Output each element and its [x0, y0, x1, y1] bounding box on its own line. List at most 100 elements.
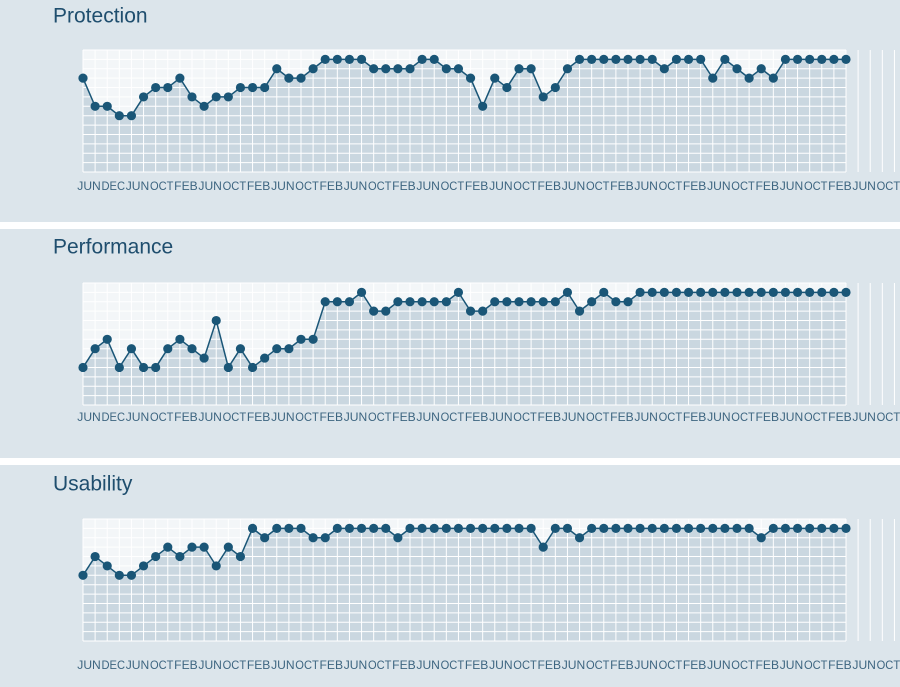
point: [332, 297, 342, 307]
x-tick-label: JUN: [634, 658, 658, 672]
point: [696, 287, 706, 297]
point: [308, 334, 318, 344]
x-tick-label: FEB: [392, 179, 416, 193]
x-tick-label: JUN: [416, 658, 440, 672]
point: [235, 344, 246, 354]
x-tick-label: FEB: [174, 410, 198, 424]
point: [247, 362, 258, 373]
point: [599, 287, 609, 297]
x-tick-label: JUN: [77, 410, 101, 424]
point: [320, 533, 330, 543]
x-tick-label: OCT: [731, 179, 755, 193]
point: [272, 64, 282, 74]
x-tick-label: FEB: [756, 410, 780, 424]
line: [82, 527, 846, 577]
x-tick-label: JUN: [562, 179, 586, 193]
x-tick-label: JUN: [707, 410, 731, 424]
point: [126, 570, 137, 580]
point: [405, 297, 415, 307]
x-tick-label: OCT: [731, 410, 755, 424]
point: [211, 92, 221, 102]
point: [369, 306, 379, 316]
point: [635, 523, 645, 533]
point: [490, 73, 500, 83]
x-tick-label: OCT: [441, 410, 465, 424]
panel-title: Protection: [53, 5, 148, 28]
point: [514, 523, 524, 533]
point: [465, 306, 476, 316]
x-tick-label: JUN: [198, 658, 222, 672]
point: [417, 523, 427, 533]
point: [453, 64, 464, 74]
x-tick-label: FEB: [683, 179, 707, 193]
point: [344, 297, 355, 307]
point: [441, 297, 451, 307]
point: [574, 54, 585, 64]
x-tick-label: FEB: [392, 410, 416, 424]
point: [732, 523, 742, 533]
point: [659, 64, 669, 74]
point: [453, 287, 464, 297]
point: [599, 54, 609, 64]
x-tick-label: OCT: [368, 410, 392, 424]
point: [211, 561, 221, 571]
point: [756, 287, 766, 297]
point: [308, 533, 318, 543]
point: [465, 73, 476, 83]
point: [708, 523, 718, 533]
point: [792, 287, 803, 297]
point: [393, 297, 403, 307]
point: [817, 523, 827, 533]
x-tick-label: FEB: [538, 410, 562, 424]
x-tick-label: DEC: [102, 179, 126, 193]
x-tick-label: JUN: [562, 658, 586, 672]
point: [502, 82, 512, 93]
x-tick-label: FEB: [683, 658, 707, 672]
point: [817, 287, 827, 297]
point: [175, 551, 185, 562]
point: [587, 523, 597, 533]
point: [151, 82, 161, 93]
point: [187, 542, 197, 552]
point: [138, 362, 149, 373]
x-tick-label: FEB: [465, 658, 489, 672]
point: [550, 82, 560, 93]
point: [478, 306, 488, 316]
point: [683, 54, 694, 64]
point: [272, 344, 282, 354]
point: [102, 101, 112, 111]
x-tick-label: FEB: [828, 179, 852, 193]
point: [163, 542, 173, 552]
x-tick-label: JUN: [271, 179, 295, 193]
point: [441, 64, 451, 74]
x-tick-label: OCT: [877, 410, 900, 424]
point: [453, 523, 464, 533]
point: [744, 523, 754, 533]
point: [417, 297, 427, 307]
x-tick-label: OCT: [586, 410, 610, 424]
point: [199, 542, 209, 552]
x-tick-label: JUN: [271, 658, 295, 672]
point: [732, 287, 742, 297]
point: [502, 297, 512, 307]
point: [538, 542, 548, 552]
point: [78, 570, 88, 580]
x-tick-label: JUN: [780, 179, 804, 193]
panel-title: Performance: [53, 236, 173, 259]
x-tick-label: FEB: [610, 179, 634, 193]
point: [114, 111, 124, 121]
point: [90, 101, 100, 111]
point: [344, 54, 355, 64]
x-tick-label: FEB: [610, 658, 634, 672]
x-tick-label: JUN: [126, 179, 150, 193]
point: [756, 533, 766, 543]
x-tick-label: OCT: [659, 658, 683, 672]
x-tick-label: FEB: [174, 179, 198, 193]
x-tick-label: OCT: [659, 410, 683, 424]
point: [247, 82, 258, 93]
point: [332, 523, 342, 533]
x-tick-label: FEB: [538, 179, 562, 193]
point: [393, 64, 403, 74]
x-tick-label: FEB: [828, 658, 852, 672]
point: [78, 73, 88, 83]
